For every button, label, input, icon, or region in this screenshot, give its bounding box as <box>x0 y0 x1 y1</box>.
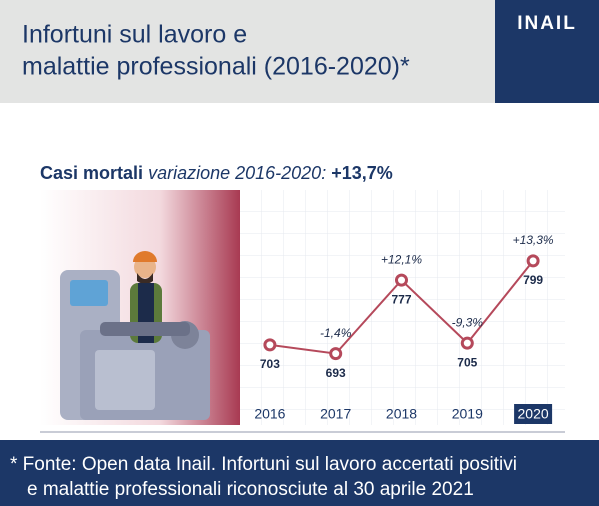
x-tick-label: 2016 <box>254 406 285 422</box>
total-change: +13,7% <box>331 163 393 183</box>
highlight-box <box>514 404 553 424</box>
title-line: malattie professionali (2016-2020)* <box>22 53 410 81</box>
change-label: -1,4% <box>320 326 352 340</box>
data-point <box>329 347 343 361</box>
footer-band <box>0 440 599 506</box>
data-label: 705 <box>457 355 477 369</box>
change-label: +13,3% <box>513 233 554 247</box>
data-point <box>460 336 474 350</box>
data-point <box>526 254 540 268</box>
change-label: +12,1% <box>381 252 422 266</box>
x-tick-label: 2017 <box>320 406 351 422</box>
footer-line: e malattie professionali riconosciute al… <box>27 479 474 500</box>
x-tick-label: 2018 <box>386 406 417 422</box>
change-label: -9,3% <box>452 315 484 329</box>
chart-title: Casi mortali <box>40 163 143 183</box>
logo-box <box>495 0 599 103</box>
data-point <box>395 273 408 287</box>
chart-subtitle: variazione 2016-2020: <box>148 163 326 183</box>
chart-grid <box>240 190 565 425</box>
x-tick-label: 2019 <box>452 406 483 422</box>
subtitle: Casi mortali variazione 2016-2020: +13,7… <box>40 163 393 183</box>
data-label: 799 <box>523 273 543 287</box>
footer-line: * Fonte: Open data Inail. Infortuni sul … <box>10 454 517 475</box>
data-label: 703 <box>260 357 280 371</box>
x-tick-label: 2020 <box>518 406 549 422</box>
data-point <box>263 338 277 352</box>
illustration <box>60 251 210 420</box>
data-label: 777 <box>391 292 411 306</box>
data-label: 693 <box>326 366 346 380</box>
logo: INAIL <box>517 13 577 34</box>
title-line: Infortuni sul lavoro e <box>22 21 247 49</box>
